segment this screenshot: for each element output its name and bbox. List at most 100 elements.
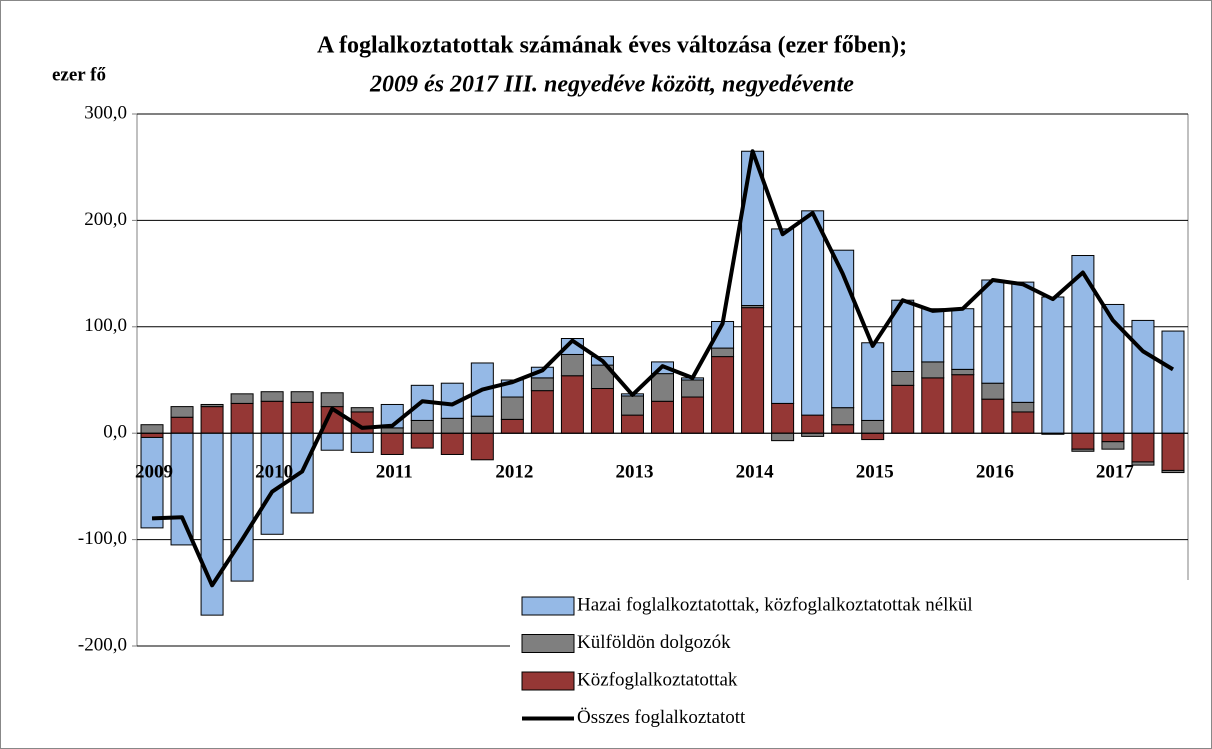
bar-segment	[1011, 281, 1035, 403]
bar-segment	[981, 382, 1005, 400]
line	[151, 149, 1175, 588]
legend-swatch	[521, 671, 575, 691]
bar-segment	[1101, 303, 1125, 434]
bar-segment	[560, 353, 584, 377]
bar-segment	[260, 400, 284, 434]
bar-segment	[260, 391, 284, 402]
bar-segment	[861, 432, 885, 441]
bar-segment	[470, 415, 494, 434]
bar-segment	[620, 414, 644, 434]
bar-segment	[1011, 411, 1035, 434]
bar-segment	[1071, 432, 1095, 450]
y-tick-label: 200,0	[84, 209, 127, 230]
x-tick-label: 2009	[135, 462, 173, 483]
bar-segment	[410, 419, 434, 434]
bar-segment	[801, 210, 825, 416]
bar-segment	[140, 424, 164, 434]
x-tick-label: 2013	[615, 462, 653, 483]
bar-segment	[711, 356, 735, 434]
bar-segment	[500, 418, 524, 434]
bar-segment	[590, 388, 614, 434]
bar-segment	[741, 307, 765, 434]
bar-segment	[651, 400, 674, 434]
bar-segment	[951, 368, 975, 376]
bar-segment	[200, 406, 224, 434]
bar-segment	[200, 403, 224, 408]
bar-segment	[1101, 432, 1125, 443]
bar-segment	[1131, 461, 1155, 466]
bar-segment	[320, 432, 344, 451]
x-tick-label: 2010	[255, 462, 293, 483]
bar-segment	[1101, 441, 1125, 450]
bar-segment	[891, 370, 915, 386]
bar-segment	[140, 436, 164, 529]
bar-segment	[1161, 432, 1185, 471]
bar-segment	[350, 407, 374, 413]
bar-segment	[681, 379, 705, 398]
bar-segment	[771, 228, 795, 404]
bar-segment	[951, 308, 975, 370]
legend-label: Külföldön dolgozók	[577, 632, 731, 653]
y-tick-label: 0,0	[103, 422, 127, 443]
y-tick-label: 300,0	[84, 102, 127, 123]
bar-segment	[861, 342, 885, 421]
bar-segment	[1161, 330, 1185, 434]
bar-segment	[831, 407, 855, 426]
bar-segment	[260, 432, 284, 535]
bar-segment	[771, 432, 795, 442]
legend-label: Összes foglalkoztatott	[577, 707, 746, 728]
legend-label: Közfoglalkoztatottak	[577, 669, 738, 690]
x-tick-label: 2015	[856, 462, 894, 483]
bar-segment	[1131, 319, 1155, 434]
bar-segment	[1161, 469, 1185, 474]
y-tick-label: -100,0	[78, 528, 127, 549]
y-tick-label: 100,0	[84, 315, 127, 336]
bar-segment	[200, 432, 224, 616]
bar-segment	[981, 398, 1005, 434]
x-tick-label: 2017	[1096, 462, 1135, 483]
bar-segment	[951, 374, 975, 434]
x-tick-label: 2011	[376, 462, 413, 483]
bar-segment	[440, 432, 464, 455]
bar-segment	[1071, 448, 1095, 452]
chart-title: A foglalkoztatottak számának éves változ…	[317, 33, 907, 59]
bar-segment	[170, 432, 194, 546]
bar-segment	[1041, 296, 1065, 434]
bar-segment	[711, 347, 735, 358]
chart-subtitle: 2009 és 2017 III. negyedéve között, negy…	[369, 72, 854, 98]
bar-segment	[320, 392, 344, 408]
bar-segment	[140, 432, 164, 438]
bar-segment	[230, 432, 254, 582]
bar-segment	[290, 391, 314, 403]
bar-segment	[681, 396, 705, 434]
bar-segment	[801, 414, 825, 434]
bar-segment	[440, 417, 464, 434]
legend-swatch	[521, 596, 575, 616]
bar-segment	[230, 393, 254, 404]
bar-segment	[921, 308, 945, 363]
bar-segment	[921, 377, 945, 434]
y-axis-label: ezer fő	[52, 64, 106, 85]
y-tick-label: -200,0	[78, 634, 127, 655]
bar-segment	[560, 375, 584, 434]
bar-segment	[861, 419, 885, 434]
bar-segment	[170, 406, 194, 418]
bar-segment	[771, 402, 795, 434]
bar-segment	[500, 396, 524, 420]
bar-segment	[981, 279, 1005, 384]
bar-segment	[290, 401, 314, 434]
legend-swatch	[521, 634, 575, 653]
legend-box	[510, 580, 1200, 748]
bar-segment	[530, 390, 554, 434]
x-tick-label: 2014	[736, 462, 775, 483]
bar-segment	[651, 373, 674, 402]
legend-label: Hazai foglalkoztatottak, közfoglalkoztat…	[577, 594, 973, 615]
bar-segment	[1011, 401, 1035, 413]
bar-segment	[891, 384, 915, 434]
bar-segment	[530, 377, 554, 392]
bar-segment	[380, 427, 404, 434]
bar-segment	[410, 432, 434, 449]
bar-segment	[350, 432, 374, 453]
